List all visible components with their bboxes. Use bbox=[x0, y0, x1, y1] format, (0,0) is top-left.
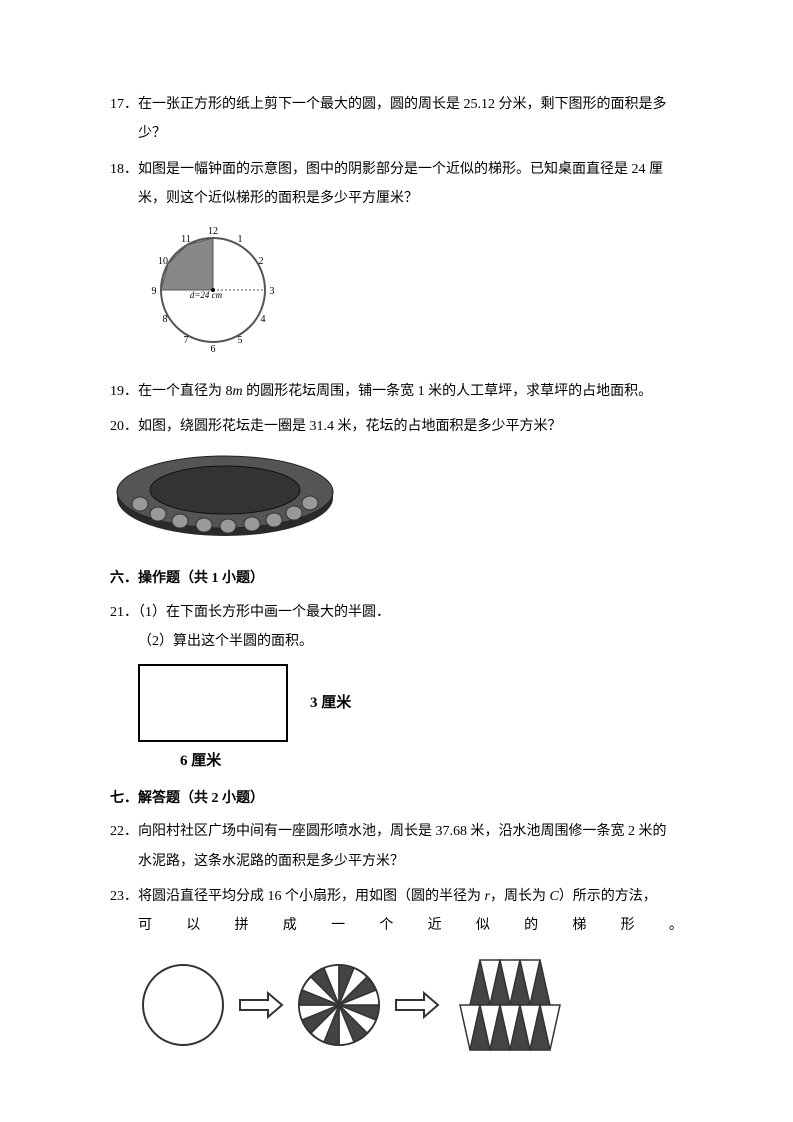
clock-shade bbox=[161, 238, 213, 290]
q23-c4: 一 bbox=[331, 911, 345, 940]
q21-line1: 21．（1）在下面长方形中画一个最大的半圆． bbox=[110, 598, 683, 627]
q23-c10: 形 bbox=[621, 911, 635, 940]
q23-spread: 可 以 拼 成 一 个 近 似 的 梯 形 。 bbox=[110, 911, 683, 940]
q21-part2: （2）算出这个半圆的面积。 bbox=[110, 627, 683, 656]
q19-line1: 19．在一个直径为 8m 的圆形花坛周围，铺一条宽 1 米的人工草坪，求草坪的占… bbox=[110, 377, 683, 406]
clock-svg: 12 1 2 3 4 5 6 7 8 9 10 11 d=24 cm bbox=[138, 220, 288, 360]
section-7-title: 七．解答题（共 2 小题） bbox=[110, 784, 683, 813]
d-label: d=24 cm bbox=[190, 290, 223, 300]
q23-c0: 可 bbox=[138, 911, 152, 940]
q18-text1: 如图是一幅钟面的示意图，图中的阴影部分是一个近似的梯形。已知桌面直径是 24 厘 bbox=[138, 162, 663, 177]
q20-text: 如图，绕圆形花坛走一圈是 31.4 米，花坛的占地面积是多少平方米？ bbox=[138, 419, 562, 434]
q19-num: 19． bbox=[110, 384, 138, 399]
section-6-title: 六．操作题（共 1 小题） bbox=[110, 564, 683, 593]
q23-c7: 似 bbox=[476, 911, 490, 940]
bed-top bbox=[150, 466, 300, 514]
hour-12: 12 bbox=[208, 226, 218, 237]
hour-4: 4 bbox=[261, 314, 266, 325]
q20-figure bbox=[110, 448, 683, 554]
q19-text: 在一个直径为 8m 的圆形花坛周围，铺一条宽 1 米的人工草坪，求草坪的占地面积… bbox=[138, 384, 652, 399]
q18-line2: 米，则这个近似梯形的面积是多少平方厘米？ bbox=[110, 184, 683, 213]
q18-num: 18． bbox=[110, 162, 138, 177]
q17-line2: 少？ bbox=[110, 119, 683, 148]
q22-text1: 向阳村社区广场中间有一座圆形喷水池，周长是 37.68 米，沿水池周围修一条宽 … bbox=[138, 824, 667, 839]
q23-figure bbox=[138, 955, 683, 1055]
hour-5: 5 bbox=[238, 335, 243, 346]
q23-text1: 将圆沿直径平均分成 16 个小扇形，用如图（圆的半径为 r，周长为 C）所示的方… bbox=[138, 889, 657, 904]
question-17: 17．在一张正方形的纸上剪下一个最大的圆，圆的周长是 25.12 分米，剩下图形… bbox=[110, 90, 683, 149]
q21-side-label: 3 厘米 bbox=[310, 688, 351, 720]
hour-6: 6 bbox=[211, 344, 216, 355]
q23-c9: 梯 bbox=[572, 911, 586, 940]
hour-7: 7 bbox=[184, 335, 189, 346]
hour-10: 10 bbox=[158, 256, 168, 267]
q23-c2: 拼 bbox=[235, 911, 249, 940]
q23-segmented bbox=[294, 960, 384, 1050]
q23-circle bbox=[138, 960, 228, 1050]
q23-c11: 。 bbox=[669, 911, 683, 940]
hour-8: 8 bbox=[163, 314, 168, 325]
q23-line1: 23．将圆沿直径平均分成 16 个小扇形，用如图（圆的半径为 r，周长为 C）所… bbox=[110, 882, 683, 911]
q23-c5: 个 bbox=[379, 911, 393, 940]
q21-figure: 3 厘米 bbox=[138, 664, 683, 742]
q21-part1: （1）在下面长方形中画一个最大的半圆． bbox=[138, 605, 390, 620]
q17-text1: 在一张正方形的纸上剪下一个最大的圆，圆的周长是 25.12 分米，剩下图形的面积… bbox=[138, 97, 667, 112]
hour-1: 1 bbox=[238, 234, 243, 245]
q22-num: 22． bbox=[110, 824, 138, 839]
q21-rect bbox=[138, 664, 288, 742]
q23-num: 23． bbox=[110, 889, 138, 904]
question-19: 19．在一个直径为 8m 的圆形花坛周围，铺一条宽 1 米的人工草坪，求草坪的占… bbox=[110, 377, 683, 406]
q21-num: 21． bbox=[110, 605, 138, 620]
hour-11: 11 bbox=[181, 234, 191, 245]
flowerbed-svg bbox=[110, 448, 340, 543]
arrow-icon bbox=[394, 990, 440, 1020]
q23-c1: 以 bbox=[186, 911, 200, 940]
q17-num: 17． bbox=[110, 97, 138, 112]
q22-line2: 水泥路，这条水泥路的面积是多少平方米？ bbox=[110, 847, 683, 876]
q23-c8: 的 bbox=[524, 911, 538, 940]
question-21: 21．（1）在下面长方形中画一个最大的半圆． （2）算出这个半圆的面积。 3 厘… bbox=[110, 598, 683, 778]
q23-trapezoid bbox=[450, 955, 580, 1055]
hour-3: 3 bbox=[270, 286, 275, 297]
q18-line1: 18．如图是一幅钟面的示意图，图中的阴影部分是一个近似的梯形。已知桌面直径是 2… bbox=[110, 155, 683, 184]
q20-num: 20． bbox=[110, 419, 138, 434]
question-18: 18．如图是一幅钟面的示意图，图中的阴影部分是一个近似的梯形。已知桌面直径是 2… bbox=[110, 155, 683, 371]
q22-line1: 22．向阳村社区广场中间有一座圆形喷水池，周长是 37.68 米，沿水池周围修一… bbox=[110, 817, 683, 846]
arrow-icon bbox=[238, 990, 284, 1020]
q18-figure: 12 1 2 3 4 5 6 7 8 9 10 11 d=24 cm bbox=[138, 220, 683, 371]
hour-9: 9 bbox=[152, 286, 157, 297]
q23-c3: 成 bbox=[283, 911, 297, 940]
q23-c6: 近 bbox=[428, 911, 442, 940]
hour-2: 2 bbox=[259, 256, 264, 267]
q21-bottom-label: 6 厘米 bbox=[180, 746, 683, 778]
question-20: 20．如图，绕圆形花坛走一圈是 31.4 米，花坛的占地面积是多少平方米？ bbox=[110, 412, 683, 554]
q17-line1: 17．在一张正方形的纸上剪下一个最大的圆，圆的周长是 25.12 分米，剩下图形… bbox=[110, 90, 683, 119]
question-22: 22．向阳村社区广场中间有一座圆形喷水池，周长是 37.68 米，沿水池周围修一… bbox=[110, 817, 683, 876]
q20-line1: 20．如图，绕圆形花坛走一圈是 31.4 米，花坛的占地面积是多少平方米？ bbox=[110, 412, 683, 441]
question-23: 23．将圆沿直径平均分成 16 个小扇形，用如图（圆的半径为 r，周长为 C）所… bbox=[110, 882, 683, 1055]
